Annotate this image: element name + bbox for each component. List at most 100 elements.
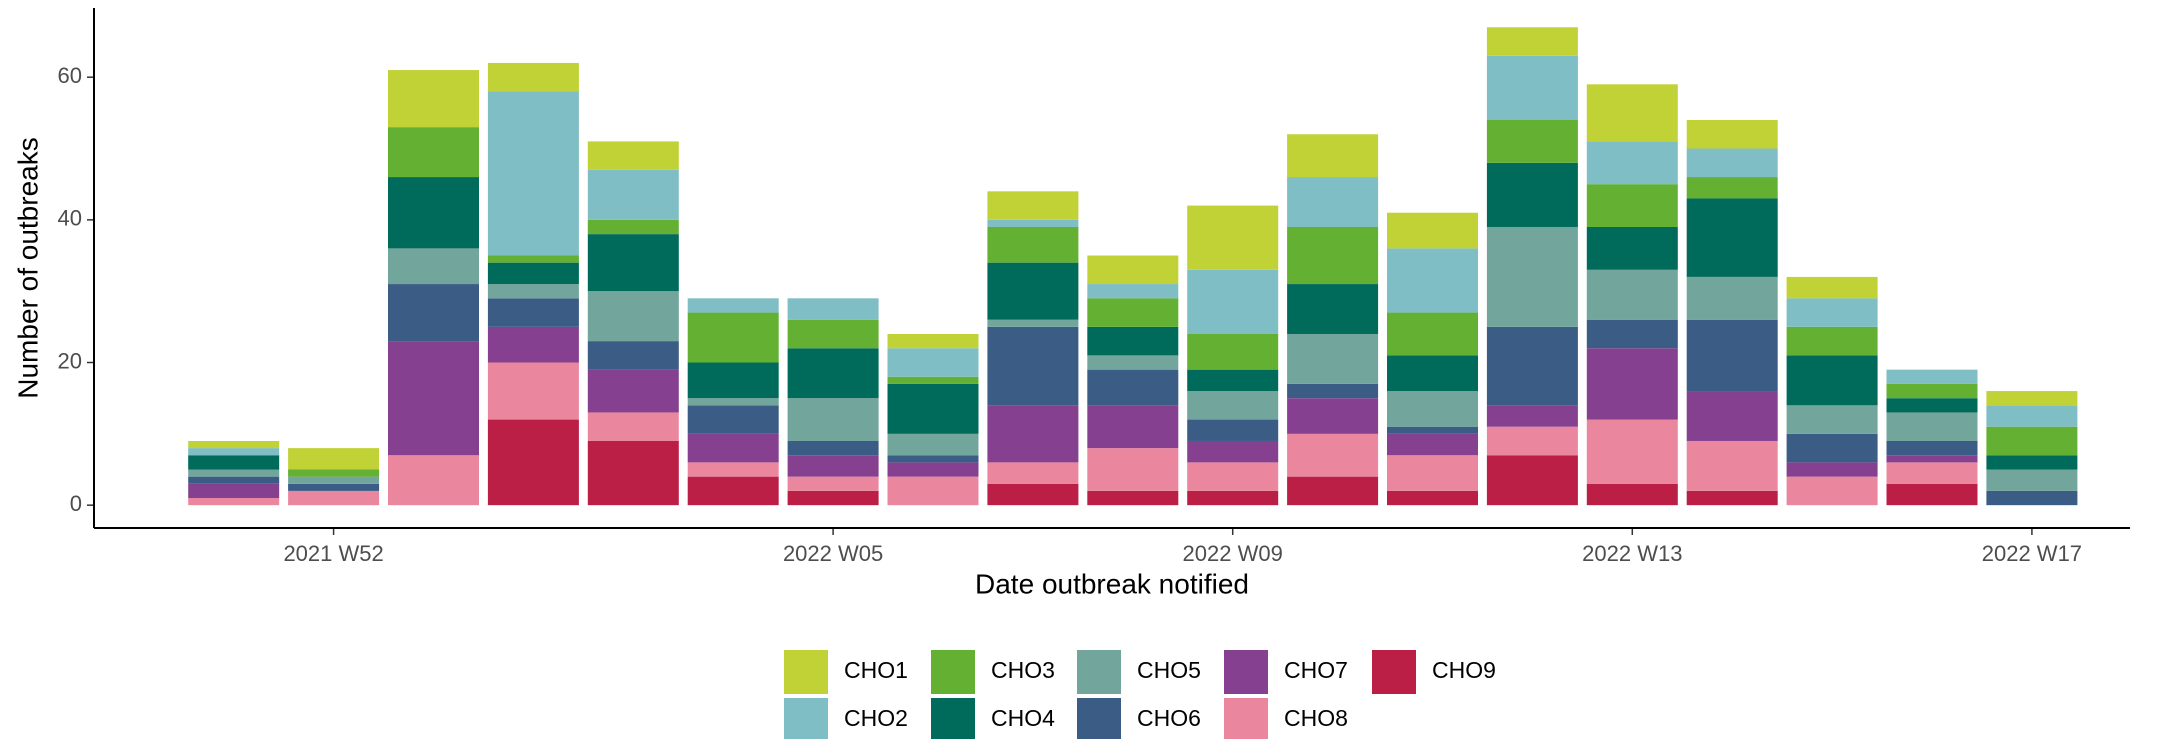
- legend-label: CHO6: [1137, 705, 1201, 731]
- bar-segment: [687, 433, 779, 463]
- bar-segment: [1486, 226, 1578, 327]
- y-tick-label: 60: [58, 63, 82, 88]
- bar-segment: [787, 490, 879, 506]
- x-tick-label: 2022 W09: [1183, 541, 1283, 566]
- bar-segment: [188, 440, 280, 449]
- bar-segment: [288, 476, 380, 484]
- bar-segment: [1387, 248, 1478, 313]
- bar-segment: [1287, 383, 1379, 399]
- bar-segment: [987, 191, 1079, 220]
- bar-segment: [1986, 469, 2078, 491]
- bar-segment: [787, 476, 879, 491]
- bar-segment: [1786, 326, 1878, 356]
- bar-segment: [1686, 440, 1778, 491]
- bar-segment: [1986, 405, 2078, 427]
- bar-segment: [1087, 255, 1179, 285]
- bar-segment: [787, 455, 879, 477]
- bar-segment: [1786, 476, 1878, 506]
- bar-segment: [987, 226, 1079, 263]
- x-tick-label: 2022 W05: [783, 541, 883, 566]
- bar-segment: [1387, 455, 1478, 491]
- legend-key: [1372, 650, 1416, 694]
- bar-segment: [887, 462, 979, 477]
- legend-label: CHO1: [844, 657, 908, 683]
- bar-segment: [1786, 405, 1878, 434]
- bar-segment: [487, 255, 579, 263]
- bar-segment: [487, 326, 579, 363]
- bar-segment: [288, 490, 380, 506]
- bar-segment: [288, 483, 380, 491]
- bar-segment: [787, 298, 879, 320]
- bar-segment: [1786, 298, 1878, 327]
- bar-segment: [687, 405, 779, 434]
- bar-segment: [1387, 391, 1478, 427]
- bar-segment: [1287, 476, 1379, 506]
- bar-segment: [987, 326, 1079, 406]
- bar-segment: [388, 70, 479, 128]
- bar-segment: [687, 362, 779, 399]
- bar-segment: [1187, 205, 1279, 270]
- bar-segment: [1087, 326, 1179, 356]
- bar-segment: [587, 219, 679, 235]
- bar-segment: [587, 369, 679, 413]
- bar-segment: [487, 419, 579, 506]
- bar-segment: [887, 348, 979, 377]
- bar-segment: [987, 462, 1079, 484]
- bar-segment: [687, 298, 779, 313]
- bar-segment: [887, 383, 979, 434]
- bar-segment: [487, 298, 579, 327]
- bar-segment: [687, 462, 779, 477]
- bar-segment: [188, 448, 280, 456]
- x-axis-title: Date outbreak notified: [975, 568, 1249, 599]
- bar-segment: [887, 476, 979, 506]
- bar-segment: [1886, 398, 1978, 413]
- bar-segment: [388, 284, 479, 342]
- legend-label: CHO3: [991, 657, 1055, 683]
- y-tick-label: 0: [70, 491, 82, 516]
- bar-segment: [1786, 355, 1878, 406]
- bar-segment: [687, 398, 779, 406]
- bar-segment: [1586, 269, 1678, 320]
- bar-segment: [1287, 433, 1379, 477]
- bar-segment: [1586, 483, 1678, 506]
- bar-segment: [487, 262, 579, 285]
- legend-label: CHO4: [991, 705, 1055, 731]
- bar-segment: [188, 498, 280, 506]
- bar-segment: [1786, 462, 1878, 477]
- bar-segment: [587, 341, 679, 370]
- bar-segment: [487, 91, 579, 256]
- bar-segment: [1586, 141, 1678, 185]
- bar-segment: [1087, 490, 1179, 506]
- bar-segment: [188, 483, 280, 499]
- y-tick-label: 20: [58, 348, 82, 373]
- bar-segment: [1087, 448, 1179, 491]
- bar-segment: [1287, 284, 1379, 334]
- bar-segment: [1686, 490, 1778, 506]
- bar-segment: [887, 376, 979, 384]
- bar-segment: [388, 248, 479, 285]
- x-tick-label: 2022 W17: [1982, 541, 2082, 566]
- bar-segment: [1886, 440, 1978, 456]
- bar-segment: [1187, 333, 1279, 370]
- bar-segment: [1886, 455, 1978, 463]
- bar-segment: [1686, 119, 1778, 149]
- bar-segment: [587, 291, 679, 342]
- legend-key: [1077, 650, 1121, 694]
- bar-segment: [787, 319, 879, 349]
- bar-segment: [1187, 440, 1279, 463]
- bar-segment: [1287, 226, 1379, 285]
- bar-segment: [587, 141, 679, 170]
- legend-key: [1224, 698, 1268, 739]
- bar-segment: [887, 455, 979, 463]
- x-tick-label: 2021 W52: [283, 541, 383, 566]
- bar-segment: [987, 405, 1079, 463]
- bar-segment: [1187, 490, 1279, 506]
- bar-segment: [1586, 319, 1678, 349]
- bar-segment: [1387, 312, 1478, 356]
- bar-segment: [1187, 391, 1279, 420]
- bar-segment: [188, 469, 280, 477]
- bar-segment: [1486, 27, 1578, 56]
- bar-segment: [1886, 462, 1978, 484]
- bar-segment: [1087, 355, 1179, 370]
- bar-segment: [487, 62, 579, 92]
